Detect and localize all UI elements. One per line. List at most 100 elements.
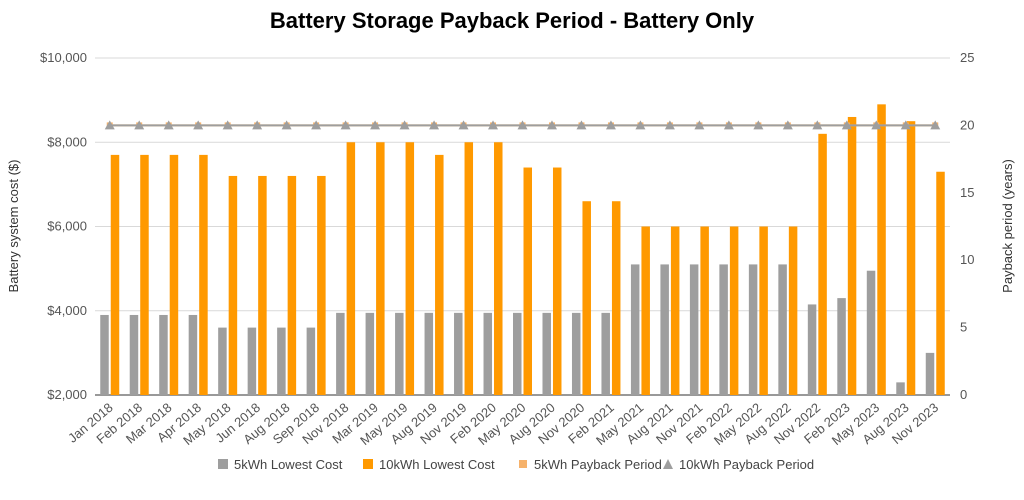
bar-5kwh-lowest-cost [837, 298, 846, 395]
bar-5kwh-lowest-cost [630, 264, 640, 395]
bar-10kwh-lowest-cost [582, 201, 591, 395]
bar-10kwh-lowest-cost [788, 226, 798, 395]
point-10kwh-payback-period [635, 120, 646, 130]
point-10kwh-payback-period [222, 120, 233, 130]
y2-tick-label: 10 [960, 252, 974, 267]
point-10kwh-payback-period [311, 120, 322, 130]
y-tick-label: $8,000 [47, 134, 87, 149]
bar-10kwh-lowest-cost [169, 154, 179, 395]
bar-10kwh-lowest-cost [199, 154, 208, 395]
bar-5kwh-lowest-cost [542, 312, 551, 395]
point-10kwh-payback-period [900, 120, 911, 130]
point-10kwh-payback-period [723, 120, 734, 130]
point-10kwh-payback-period [812, 120, 823, 130]
bar-5kwh-lowest-cost [395, 312, 404, 395]
bar-5kwh-lowest-cost [159, 314, 168, 395]
bar-5kwh-lowest-cost [513, 312, 522, 395]
point-10kwh-payback-period [753, 120, 764, 130]
point-10kwh-payback-period [458, 120, 469, 130]
y2-tick-label: 5 [960, 320, 967, 335]
bar-5kwh-lowest-cost [689, 264, 699, 395]
bar-10kwh-lowest-cost [228, 175, 238, 395]
bar-5kwh-lowest-cost [129, 314, 139, 395]
point-10kwh-payback-period [841, 120, 852, 130]
point-10kwh-payback-period [370, 120, 381, 130]
bar-10kwh-lowest-cost [700, 226, 709, 395]
bar-10kwh-lowest-cost [847, 116, 857, 395]
bar-10kwh-lowest-cost [287, 175, 297, 395]
bar-10kwh-lowest-cost [641, 226, 650, 395]
y2-tick-label: 25 [960, 50, 974, 65]
bar-5kwh-lowest-cost [247, 327, 257, 395]
point-10kwh-payback-period [871, 120, 882, 130]
bar-5kwh-lowest-cost [454, 312, 463, 395]
bar-5kwh-lowest-cost [336, 312, 345, 395]
payback-lines [104, 120, 941, 130]
point-10kwh-payback-period [546, 120, 557, 130]
legend-label: 10kWh Lowest Cost [379, 457, 495, 472]
legend-label: 5kWh Lowest Cost [234, 457, 343, 472]
bar-10kwh-lowest-cost [464, 142, 474, 395]
bar-10kwh-lowest-cost [759, 226, 768, 395]
bar-5kwh-lowest-cost [896, 382, 905, 395]
bar-5kwh-lowest-cost [218, 327, 227, 395]
bar-5kwh-lowest-cost [277, 327, 286, 395]
bar-10kwh-lowest-cost [552, 167, 562, 395]
point-10kwh-payback-period [281, 120, 292, 130]
legend: 5kWh Lowest Cost 10kWh Lowest Cost 5kWh Pa… [218, 457, 814, 472]
bar-10kwh-lowest-cost [877, 104, 886, 396]
bar-5kwh-lowest-cost [365, 312, 375, 395]
point-10kwh-payback-period [694, 120, 705, 130]
axes: $2,000 $4,000 $6,000 $8,000 $10,000 0 5 10 15 20 2… [40, 50, 974, 448]
bar-10kwh-lowest-cost [494, 142, 503, 395]
bar-5kwh-lowest-cost [925, 352, 935, 395]
y-tick-label: $4,000 [47, 303, 87, 318]
bar-10kwh-lowest-cost [611, 201, 621, 395]
y-tick-label: $10,000 [40, 50, 87, 65]
point-10kwh-payback-period [782, 120, 793, 130]
bar-5kwh-lowest-cost [778, 264, 787, 395]
point-10kwh-payback-period [605, 120, 616, 130]
y-tick-label: $6,000 [47, 219, 87, 234]
legend-label: 5kWh Payback Period [534, 457, 662, 472]
point-10kwh-payback-period [340, 120, 351, 130]
bar-10kwh-lowest-cost [346, 142, 356, 395]
bar-10kwh-lowest-cost [317, 175, 326, 395]
y-axis-label: Battery system cost ($) [6, 160, 21, 293]
bar-5kwh-lowest-cost [100, 314, 109, 395]
point-10kwh-payback-period [488, 120, 499, 130]
point-10kwh-payback-period [163, 120, 174, 130]
point-10kwh-payback-period [576, 120, 587, 130]
bar-10kwh-lowest-cost [670, 226, 680, 395]
point-10kwh-payback-period [664, 120, 675, 130]
bar-5kwh-lowest-cost [601, 312, 610, 395]
point-10kwh-payback-period [252, 120, 263, 130]
legend-swatch [218, 459, 228, 469]
bar-10kwh-lowest-cost [906, 121, 916, 395]
bar-10kwh-lowest-cost [523, 167, 532, 395]
point-10kwh-payback-period [104, 120, 115, 130]
point-10kwh-payback-period [517, 120, 528, 130]
bar-5kwh-lowest-cost [188, 314, 198, 395]
bar-10kwh-lowest-cost [110, 154, 120, 395]
bar-5kwh-lowest-cost [866, 270, 876, 395]
grid [95, 57, 950, 396]
chart-title: Battery Storage Payback Period - Battery… [270, 8, 755, 33]
point-10kwh-payback-period [429, 120, 440, 130]
bar-5kwh-lowest-cost [424, 312, 434, 395]
point-10kwh-payback-period [134, 120, 145, 130]
bar-5kwh-lowest-cost [660, 264, 669, 395]
bar-10kwh-lowest-cost [936, 171, 945, 395]
y2-tick-label: 0 [960, 387, 967, 402]
bar-5kwh-lowest-cost [306, 327, 316, 395]
point-10kwh-payback-period [193, 120, 204, 130]
legend-swatch [363, 459, 373, 469]
bar-10kwh-lowest-cost [435, 154, 444, 395]
legend-label: 10kWh Payback Period [679, 457, 814, 472]
y2-axis-label: Payback period (years) [1000, 159, 1015, 293]
y-tick-label: $2,000 [47, 387, 87, 402]
bar-5kwh-lowest-cost [571, 312, 581, 395]
y2-tick-label: 15 [960, 185, 974, 200]
bars [100, 104, 945, 396]
